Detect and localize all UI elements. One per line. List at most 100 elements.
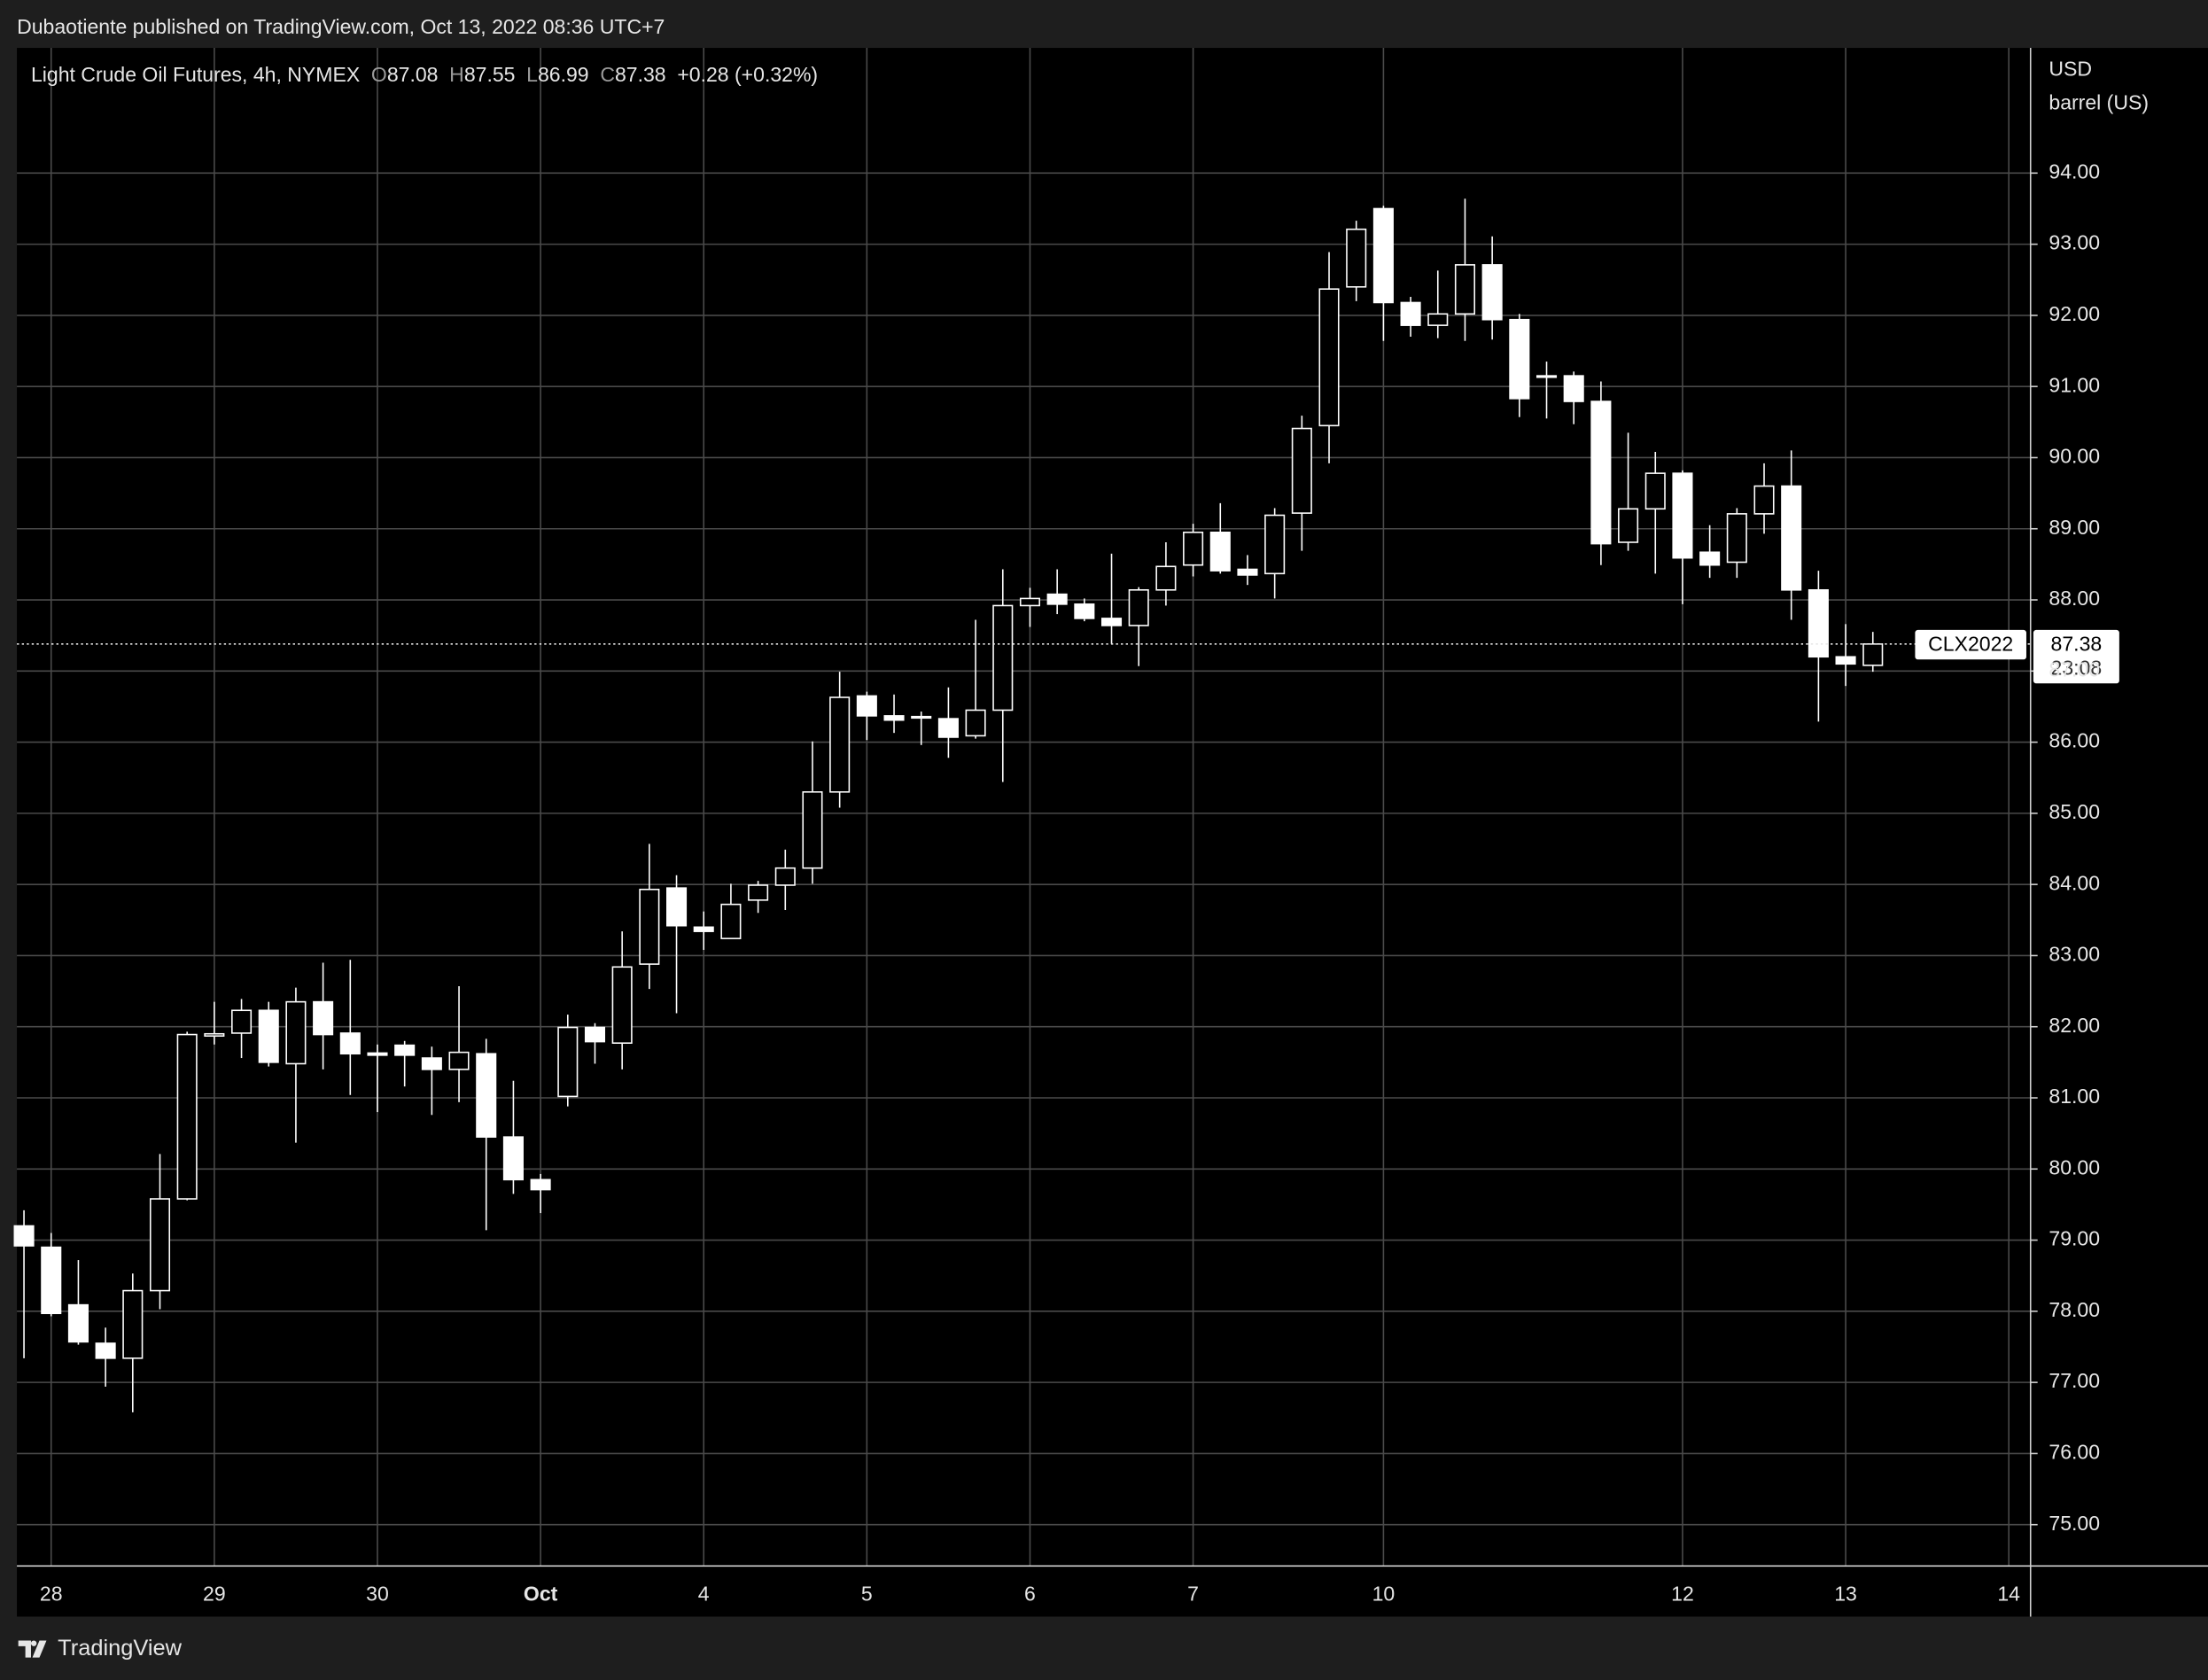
candle-body: [530, 1178, 551, 1191]
symbol-tag: [1915, 629, 2026, 660]
candle-body: [611, 966, 633, 1044]
footer-brand: TradingView: [58, 1636, 182, 1661]
candle-body: [829, 696, 851, 793]
candle-body: [557, 1026, 579, 1098]
candle-body: [1074, 603, 1095, 619]
legend-field-value: 86.99: [538, 63, 589, 86]
candle-body: [911, 715, 932, 719]
candle-body: [1046, 593, 1068, 605]
candle-body: [1155, 565, 1177, 591]
price-tag-countdown: 23:08: [2051, 657, 2103, 680]
y-tick-label: 87.00: [2049, 657, 2100, 681]
x-tick-label: 12: [1671, 1583, 1694, 1606]
candle-body: [1835, 656, 1856, 665]
legend-change: +0.28 (+0.32%): [677, 63, 818, 86]
candle-body: [1862, 643, 1884, 666]
candle-body: [1699, 551, 1721, 566]
candle-body: [1618, 508, 1639, 543]
candle-body: [1318, 288, 1340, 427]
candle-body: [965, 709, 986, 737]
candle-body: [502, 1136, 524, 1181]
candle-body: [1808, 588, 1829, 658]
y-tick-label: 79.00: [2049, 1227, 2100, 1250]
candle-body: [1781, 485, 1802, 591]
x-tick-label: Oct: [524, 1583, 558, 1606]
y-tick-label: 76.00: [2049, 1441, 2100, 1464]
candle-body: [1509, 318, 1530, 400]
candle-body: [1563, 375, 1584, 402]
legend-symbol: Light Crude Oil Futures, 4h, NYMEX: [31, 63, 360, 86]
candle-body: [666, 887, 688, 927]
y-tick-label: 93.00: [2049, 231, 2100, 254]
x-tick-label: 7: [1187, 1583, 1199, 1606]
y-tick-label: 85.00: [2049, 800, 2100, 823]
y-tick-label: 88.00: [2049, 587, 2100, 610]
candle-body: [1726, 513, 1747, 564]
candle-body: [41, 1246, 62, 1315]
x-tick-label: 14: [1997, 1583, 2020, 1606]
candle-body: [720, 903, 742, 939]
y-tick-label: 83.00: [2049, 943, 2100, 966]
candle-body: [1209, 531, 1231, 572]
y-tick-label: 86.00: [2049, 729, 2100, 752]
legend-field-label: L: [526, 63, 538, 86]
x-tick-label: 28: [40, 1583, 63, 1606]
candle-body: [394, 1044, 416, 1056]
y-tick-label: 89.00: [2049, 516, 2100, 539]
x-tick-label: 29: [203, 1583, 226, 1606]
candle-body: [639, 888, 660, 965]
candle-body: [1019, 597, 1041, 607]
candle-body: [1753, 485, 1775, 515]
candle-body: [67, 1303, 89, 1343]
candle-body: [1237, 568, 1258, 576]
candle-body: [937, 718, 959, 738]
candle-body: [421, 1057, 442, 1070]
candles: [13, 198, 1884, 1412]
logo-dot: [30, 1640, 37, 1646]
legend-field-value: 87.38: [615, 63, 666, 86]
logo-icon: [18, 1640, 47, 1658]
grid: [17, 48, 2038, 1567]
candle-body: [1454, 264, 1475, 315]
price-tag-value: 87.38: [2051, 632, 2103, 655]
candle-body: [992, 604, 1014, 712]
y-tick-label: 94.00: [2049, 159, 2100, 183]
x-tick-label: 30: [366, 1583, 389, 1606]
y-tick-label: 91.00: [2049, 373, 2100, 396]
y-tick-label: 84.00: [2049, 871, 2100, 894]
y-unit: barrel (US): [2049, 91, 2149, 114]
candle-body: [748, 884, 769, 901]
candle-body: [476, 1053, 497, 1138]
x-tick-label: 5: [861, 1583, 873, 1606]
y-tick-label: 92.00: [2049, 302, 2100, 325]
x-tick-label: 13: [1834, 1583, 1857, 1606]
legend-field-label: O: [371, 63, 387, 86]
y-tick-label: 81.00: [2049, 1085, 2100, 1108]
y-tick-label: 77.00: [2049, 1369, 2100, 1392]
legend-field-value: 87.08: [387, 63, 439, 86]
y-tick-label: 80.00: [2049, 1155, 2100, 1178]
candle-body: [1535, 375, 1558, 378]
legend-field-value: 87.55: [464, 63, 516, 86]
candle-body: [1346, 228, 1367, 288]
candle-body: [802, 790, 823, 869]
candle-body: [1590, 401, 1612, 545]
candle-body: [285, 1000, 307, 1065]
candle-body: [883, 715, 905, 721]
candle-body: [584, 1026, 606, 1043]
candle-body: [774, 867, 796, 886]
plot-background: [17, 48, 2208, 1617]
y-tick-label: 78.00: [2049, 1298, 2100, 1321]
candle-body: [1291, 427, 1312, 514]
candle-body: [1264, 514, 1286, 575]
candle-body: [367, 1052, 388, 1056]
y-unit: USD: [2049, 58, 2092, 81]
candle-body: [231, 1009, 253, 1034]
candle-body: [313, 1000, 334, 1036]
legend-field-label: H: [449, 63, 464, 86]
candle-body: [204, 1032, 225, 1037]
candle-body: [258, 1009, 279, 1063]
